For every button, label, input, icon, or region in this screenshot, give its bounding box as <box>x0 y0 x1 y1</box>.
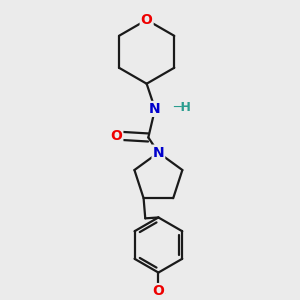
Text: O: O <box>141 13 153 27</box>
Text: N: N <box>153 146 164 160</box>
Text: O: O <box>152 284 164 298</box>
Text: O: O <box>110 129 122 143</box>
Text: ─H: ─H <box>173 101 191 114</box>
Text: N: N <box>149 102 161 116</box>
